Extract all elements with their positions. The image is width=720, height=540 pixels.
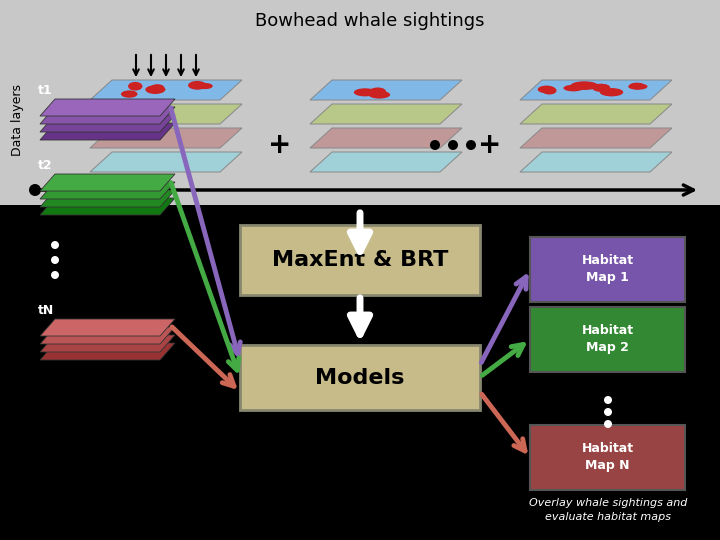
Polygon shape	[90, 80, 242, 100]
Circle shape	[51, 241, 59, 249]
Text: t2: t2	[38, 159, 53, 172]
Ellipse shape	[121, 90, 138, 98]
Polygon shape	[40, 107, 175, 124]
Text: Week 1: Week 1	[127, 208, 184, 223]
Text: Habitat
Map 1: Habitat Map 1	[582, 254, 634, 285]
Text: Habitat
Map 2: Habitat Map 2	[582, 325, 634, 354]
Ellipse shape	[369, 91, 390, 99]
Polygon shape	[40, 198, 175, 215]
Circle shape	[604, 420, 612, 428]
Text: MaxEnt & BRT: MaxEnt & BRT	[272, 250, 448, 270]
Ellipse shape	[564, 85, 584, 91]
Polygon shape	[40, 123, 175, 140]
Bar	[0, 0, 720, 205]
Text: Bowhead whale sightings: Bowhead whale sightings	[256, 12, 485, 30]
Circle shape	[51, 271, 59, 279]
Bar	[530, 425, 685, 490]
Text: tN: tN	[38, 304, 54, 317]
Polygon shape	[310, 80, 462, 100]
Polygon shape	[520, 152, 672, 172]
Polygon shape	[40, 99, 175, 116]
Ellipse shape	[145, 85, 165, 94]
Text: Habitat
Map N: Habitat Map N	[582, 442, 634, 472]
Bar	[240, 225, 480, 295]
Bar	[530, 307, 685, 372]
Polygon shape	[310, 128, 462, 148]
Circle shape	[604, 408, 612, 416]
Ellipse shape	[197, 83, 212, 89]
Polygon shape	[310, 152, 462, 172]
Polygon shape	[520, 104, 672, 124]
Text: Overlay whale sightings and
evaluate habitat maps: Overlay whale sightings and evaluate hab…	[528, 498, 687, 522]
Circle shape	[448, 140, 458, 150]
Ellipse shape	[150, 86, 166, 93]
Polygon shape	[90, 104, 242, 124]
Polygon shape	[310, 104, 462, 124]
Ellipse shape	[354, 88, 377, 97]
Text: Data layers: Data layers	[12, 84, 24, 156]
Polygon shape	[40, 319, 175, 336]
Ellipse shape	[128, 82, 143, 91]
Ellipse shape	[188, 81, 207, 90]
Polygon shape	[40, 327, 175, 344]
Ellipse shape	[592, 84, 610, 91]
Polygon shape	[40, 343, 175, 360]
Ellipse shape	[542, 87, 557, 94]
Ellipse shape	[600, 88, 624, 97]
Circle shape	[430, 140, 440, 150]
Polygon shape	[40, 190, 175, 207]
Ellipse shape	[150, 84, 164, 91]
Text: t1: t1	[38, 84, 53, 97]
Polygon shape	[90, 152, 242, 172]
Circle shape	[466, 140, 476, 150]
Ellipse shape	[369, 87, 386, 96]
Text: Week 2: Week 2	[347, 208, 403, 223]
Ellipse shape	[538, 85, 555, 93]
Text: +: +	[269, 131, 292, 159]
Polygon shape	[520, 128, 672, 148]
Polygon shape	[520, 80, 672, 100]
Circle shape	[604, 396, 612, 404]
Bar	[530, 237, 685, 302]
Circle shape	[51, 256, 59, 264]
Ellipse shape	[570, 82, 598, 90]
Polygon shape	[40, 174, 175, 191]
Ellipse shape	[629, 83, 644, 90]
Polygon shape	[90, 128, 242, 148]
Ellipse shape	[629, 83, 647, 90]
Text: +: +	[478, 131, 502, 159]
Bar	[240, 345, 480, 410]
Text: Models: Models	[315, 368, 405, 388]
Ellipse shape	[593, 84, 611, 92]
Text: Week N: Week N	[556, 208, 614, 223]
Circle shape	[29, 184, 41, 196]
Polygon shape	[40, 115, 175, 132]
Polygon shape	[40, 182, 175, 199]
Polygon shape	[40, 335, 175, 352]
